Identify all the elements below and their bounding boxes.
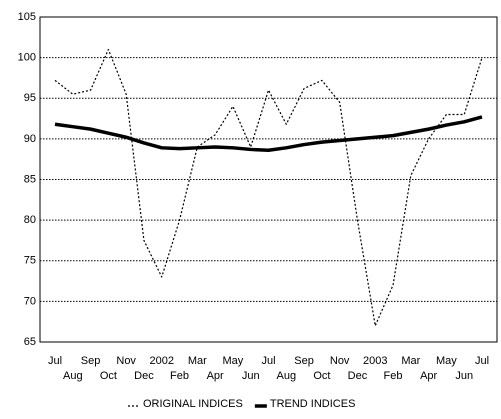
legend-label: ORIGINAL INDICES xyxy=(143,398,243,410)
x-tick-label: Apr xyxy=(207,370,224,382)
line-series xyxy=(54,115,483,152)
x-tick-label: 2003 xyxy=(363,355,387,367)
x-tick-label: Jul xyxy=(475,355,489,367)
x-tick-label: Sep xyxy=(81,355,101,367)
x-tick-label: Jul xyxy=(48,355,62,367)
x-tick-label: Aug xyxy=(277,370,297,382)
y-tick-label: 70 xyxy=(24,295,36,307)
y-tick-label: 105 xyxy=(18,11,36,23)
x-tick-label: 2002 xyxy=(150,355,174,367)
legend-label: TREND INDICES xyxy=(270,398,356,410)
x-tick-label: Sep xyxy=(294,355,314,367)
x-tick-label: Oct xyxy=(313,370,330,382)
x-tick-label: Aug xyxy=(63,370,83,382)
y-tick-label: 75 xyxy=(24,255,36,267)
x-tick-label: Jul xyxy=(261,355,275,367)
x-tick-label: Jun xyxy=(455,370,473,382)
y-tick-label: 85 xyxy=(24,173,36,185)
line-series xyxy=(54,48,483,327)
x-tick-label: Dec xyxy=(348,370,368,382)
y-tick-label: 95 xyxy=(24,92,36,104)
x-tick-label: Nov xyxy=(116,355,136,367)
x-tick-label: Mar xyxy=(401,355,420,367)
y-tick-label: 80 xyxy=(24,214,36,226)
y-tick-label: 65 xyxy=(24,336,36,348)
y-tick-label: 90 xyxy=(24,133,36,145)
x-tick-label: Nov xyxy=(330,355,350,367)
y-tick-label: 100 xyxy=(18,52,36,64)
x-tick-label: May xyxy=(436,355,457,367)
x-tick-label: Mar xyxy=(188,355,207,367)
x-tick-label: May xyxy=(223,355,244,367)
plot-frame xyxy=(39,16,498,343)
x-tick-label: Oct xyxy=(100,370,117,382)
x-tick-label: Jun xyxy=(242,370,260,382)
x-tick-label: Feb xyxy=(170,370,189,382)
x-tick-label: Dec xyxy=(134,370,154,382)
x-tick-label: Feb xyxy=(384,370,403,382)
x-tick-label: Apr xyxy=(420,370,437,382)
